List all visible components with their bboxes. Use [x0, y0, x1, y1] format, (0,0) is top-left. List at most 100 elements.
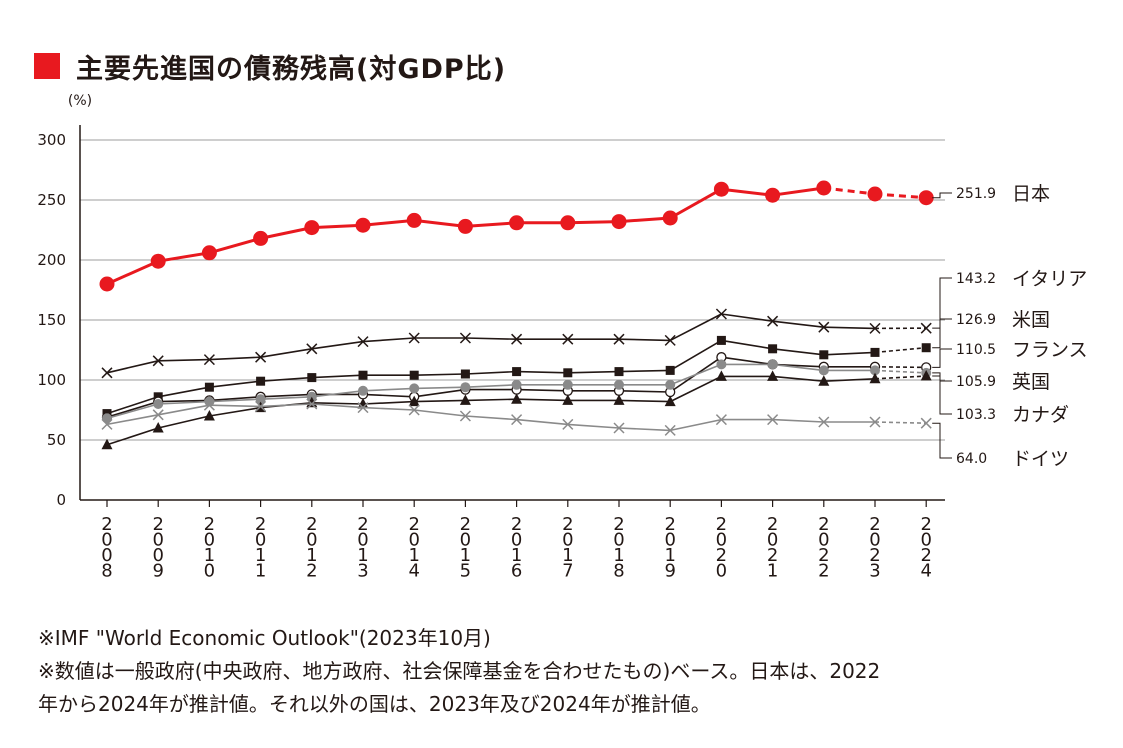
data-point-triangle — [664, 395, 676, 407]
series-line-segment — [311, 390, 364, 398]
data-point-gray-circle — [409, 383, 420, 394]
chart-title-block: 主要先進国の債務残高(対GDP比) — [34, 46, 506, 86]
data-point-x — [459, 332, 471, 344]
data-point-japan — [816, 180, 832, 196]
series-line-segment — [106, 360, 159, 374]
data-point-x — [767, 315, 779, 327]
series-line-segment — [465, 384, 517, 388]
data-point-japan — [765, 187, 781, 203]
legend-label: 英国 — [1012, 371, 1050, 393]
data-point-triangle — [613, 394, 625, 405]
series-line-segment — [106, 396, 159, 415]
series-line-segment — [209, 380, 261, 388]
data-point-x — [408, 332, 420, 344]
data-point-x — [715, 308, 727, 320]
legend-label: 日本 — [1012, 183, 1050, 205]
data-point-x — [715, 414, 727, 426]
series-line-segment — [567, 423, 620, 429]
data-point-x — [767, 414, 779, 426]
data-point-japan — [355, 217, 371, 233]
series-line-segment — [414, 386, 466, 390]
series-line-segment — [823, 378, 876, 382]
series-line-segment — [669, 363, 722, 386]
data-point-square — [512, 367, 522, 377]
series-line-segment — [414, 218, 466, 228]
series-line-segment — [618, 216, 671, 224]
data-point-triangle — [562, 394, 574, 405]
y-tick-label: 300 — [37, 131, 66, 149]
data-point-gray-circle — [614, 379, 624, 390]
series-line-segment — [772, 418, 824, 423]
series-line-segment — [465, 415, 517, 421]
series-line-segment — [516, 388, 568, 392]
series-line-segment — [362, 393, 415, 398]
series-line-segment — [618, 338, 671, 342]
data-point-x — [203, 354, 215, 366]
data-point-square — [307, 373, 317, 383]
data-point-triangle — [101, 438, 113, 450]
legend-label: フランス — [1012, 339, 1088, 361]
data-point-square — [256, 376, 266, 386]
data-point-x — [255, 400, 267, 412]
series-line-segment — [158, 415, 210, 429]
data-point-x — [664, 334, 676, 346]
series-line-segment — [362, 387, 415, 392]
data-point-x — [511, 333, 523, 345]
series-line-segment — [874, 369, 927, 374]
series-line-segment — [158, 400, 210, 405]
data-point-square — [204, 382, 214, 392]
leader-line — [932, 348, 952, 368]
series-line-segment — [823, 186, 876, 196]
series-line-segment — [465, 337, 517, 340]
footnote-basis-line1: ※数値は一般政府(中央政府、地方政府、社会保障基金を合わせたもの)ベース。日本は… — [38, 659, 881, 683]
series-line-segment — [260, 403, 312, 408]
series-line-segment — [670, 418, 722, 432]
series-line-segment — [362, 400, 415, 405]
data-point-gray-circle — [358, 385, 368, 396]
data-point-x — [306, 343, 318, 355]
series-line-segment — [772, 348, 824, 356]
data-point-japan — [611, 214, 627, 230]
series-line-segment — [516, 418, 568, 426]
series-line-segment — [874, 192, 927, 200]
series-line-segment — [260, 396, 312, 400]
data-point-x — [511, 414, 523, 426]
data-point-x — [357, 402, 369, 414]
data-point-japan — [918, 190, 934, 206]
series-line-segment — [874, 421, 927, 424]
legend-label: イタリア — [1012, 268, 1087, 290]
data-point-x — [152, 355, 164, 367]
series-line-segment — [311, 223, 364, 230]
data-point-gray-circle — [153, 399, 164, 409]
series-line-segment — [158, 358, 210, 362]
series-line-segment — [618, 399, 671, 403]
series-line-segment — [721, 313, 773, 322]
series-end-value: 126.9 — [956, 312, 996, 328]
series-line-segment — [157, 251, 210, 263]
data-point-gray-circle — [767, 359, 778, 370]
data-point-gray-circle — [870, 365, 880, 376]
data-point-x — [613, 333, 625, 345]
data-point-square — [409, 370, 419, 380]
series-end-value: 251.9 — [956, 186, 996, 202]
series-line-segment — [209, 356, 261, 361]
data-point-x — [408, 404, 420, 416]
series-line-segment — [260, 226, 313, 240]
series-end-value: 143.2 — [956, 271, 996, 287]
series-end-value: 64.0 — [956, 451, 987, 467]
series-line-segment — [669, 339, 722, 372]
series-line-segment — [209, 406, 261, 417]
data-point-square — [665, 365, 675, 375]
series-line-segment — [106, 400, 159, 418]
series-line-segment — [567, 370, 620, 374]
